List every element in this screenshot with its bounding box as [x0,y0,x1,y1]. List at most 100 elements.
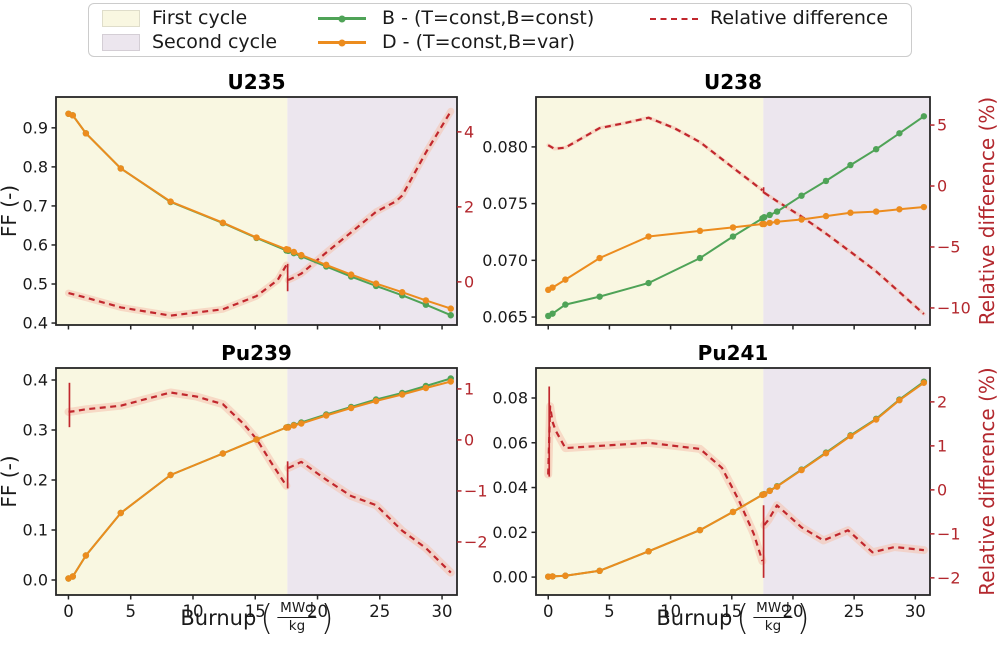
rel-diff-line-cycle1 [68,391,288,487]
series-D-marker [696,227,704,235]
x-tick-label: 25 [844,602,865,621]
y-left-tick-label: 0.06 [492,433,528,452]
series-D-marker [447,305,454,312]
second-cycle-background [763,97,930,325]
series-D-marker [372,280,380,287]
y-right-tick-label: 1 [464,379,474,398]
y-right-tick-label: 2 [937,392,947,411]
series-B-marker [696,254,704,262]
legend-swatch-second-cycle [102,34,140,51]
y-right-tick-label: −1 [937,524,961,543]
first-cycle-background [56,97,288,325]
x-tick-label: 10 [182,602,203,621]
series-D-marker [847,432,854,440]
subplot-title: Pu241 [698,341,769,365]
plot-border [55,367,458,596]
series-D-marker [773,483,781,490]
xlabel-fraction: MWd kg [277,600,317,635]
subplot-title: Pu239 [221,341,292,365]
x-tick-label: 10 [660,602,681,621]
y-left-tick-label: 0.4 [23,314,48,333]
legend-label-second-cycle: Second cycle [152,31,278,53]
series-D-marker [167,471,174,479]
xlabel-open-paren: ( [736,596,750,638]
subplot-pu239: 0 5 10 15 20 25 300.00.10.20.30.4 10−1−2Pu239FF… [0,341,488,621]
xlabel-close-paren: ) [320,596,334,638]
legend-line-b-icon [318,15,366,22]
subplot-u238: 0.065 0.070 0.075 0.080 5 0 −5 −10 U238 Relative … [482,70,999,330]
x-tick-label: 5 [604,602,615,621]
series-D-marker [422,384,430,392]
second-cycle-background [763,368,930,595]
series-D-marker [117,509,124,517]
legend-dashed-line-icon [650,17,698,20]
series-D-marker [447,378,454,385]
first-cycle-background [56,368,288,595]
series-D-marker [562,276,569,283]
series-D-marker [761,220,768,228]
y-left-tick-label: 0.04 [492,478,528,497]
x-tick-label: 30 [905,602,926,621]
series-D-marker [285,246,292,253]
series-D-marker [69,112,77,119]
y-left-tick-label: 0.0 [23,571,48,590]
y-right-tick-label: 0 [464,272,474,291]
series-D-marker [253,436,260,443]
xlabel-prefix: Burnup [656,605,733,630]
legend-line-d-marker-icon [338,39,346,46]
y-right-tick-label: −10 [937,298,971,317]
series-D-marker [761,491,768,498]
y-left-tick-label: 0.9 [23,118,48,137]
y-right-tick-label: 0 [937,480,947,499]
legend-label-series-b: B - (T=const,B=const) [382,7,595,29]
y-right-tick-label: −2 [464,532,488,551]
series-D-marker [645,548,652,555]
series-D-marker [399,289,406,296]
x-tick-label: 25 [369,602,390,621]
x-tick-label: 20 [782,602,803,621]
series-D-marker [562,572,569,579]
rel-diff-line-cycle1 [68,264,288,317]
y-right-tick-label: 0 [464,430,474,449]
plot-border [535,367,931,596]
series-D-marker [920,379,928,386]
y-left-tick-label: 0.075 [482,194,528,213]
series-D-marker [766,487,773,495]
rel-diff-line-cycle2 [287,110,452,281]
series-B-marker [729,233,737,240]
y-axis-label-relative-difference: Relative difference (%) [975,367,999,595]
series-D-marker [167,198,174,205]
series-D-marker [798,466,805,474]
series-B-marker [896,130,903,137]
series-B-marker [766,211,773,219]
series-D-marker [298,420,305,427]
x-tick-label: 15 [245,602,266,621]
series-B-marker [920,113,928,120]
series-B-marker [549,310,556,317]
series-D-marker [729,508,737,516]
xlabel-fraction: MWd kg [753,600,793,634]
first-cycle-background [536,97,764,325]
series-D-marker [920,203,928,211]
series-D-marker [596,254,603,262]
xlabel-frac-numerator: MWd [753,600,793,619]
x-tick-label: 15 [721,602,742,621]
series-D-marker [696,526,704,534]
y-right-tick-label: 5 [937,116,947,135]
series-D-marker [645,233,652,240]
y-left-tick-label: 0.00 [492,568,528,587]
plot-border [535,96,931,326]
series-D-marker [822,450,830,457]
y-left-tick-label: 0.4 [23,371,48,390]
xlabel-prefix: Burnup [180,605,257,630]
series-D-marker [347,404,355,412]
legend-label-first-cycle: First cycle [152,7,248,29]
series-B-marker [596,293,603,300]
y-axis-label-ff: FF (-) [0,455,21,507]
y-right-tick-label: 1 [937,436,947,455]
subplot-title: U235 [228,70,286,94]
series-D-marker [69,573,77,580]
xlabel-frac-denominator: kg [288,618,306,635]
series-D-marker [219,450,227,457]
